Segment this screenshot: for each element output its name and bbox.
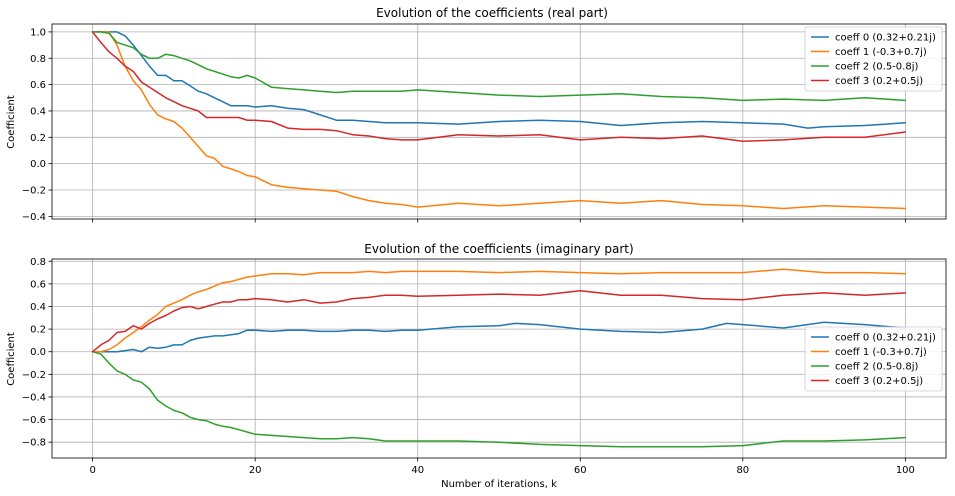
imag-x-tick-label: 60 — [574, 465, 587, 476]
imag-y-tick-label: −0.4 — [22, 392, 46, 403]
imag-legend-label-3: coeff 3 (0.2+0.5j) — [835, 376, 923, 387]
real-legend-label-1: coeff 1 (-0.3+0.7j) — [835, 47, 927, 58]
real-legend-box — [804, 26, 943, 92]
real-legend-label-3: coeff 3 (0.2+0.5j) — [835, 76, 923, 87]
real-axes-frame — [51, 23, 947, 220]
imag-x-tick-label: 80 — [736, 465, 749, 476]
real-y-tick-label: 0.6 — [30, 80, 46, 91]
real-y-tick-label: 0.8 — [30, 54, 46, 65]
real-legend-label-0: coeff 0 (0.32+0.21j) — [835, 33, 936, 44]
imaginary-part-ylabel: Coefficient — [6, 332, 17, 386]
imag-y-tick-label: 0.0 — [30, 347, 46, 358]
imag-x-tick-label: 100 — [896, 465, 915, 476]
real-legend-label-2: coeff 2 (0.5-0.8j) — [835, 62, 918, 73]
imag-y-tick-label: 0.4 — [30, 302, 46, 313]
real-y-tick-label: 0.0 — [30, 159, 46, 170]
real-y-tick-label: 0.2 — [30, 133, 46, 144]
x-axis-label: Number of iterations, k — [441, 479, 557, 490]
imag-legend-label-1: coeff 1 (-0.3+0.7j) — [835, 347, 927, 358]
imag-y-tick-label: −0.2 — [22, 370, 46, 381]
imag-x-tick-label: 40 — [411, 465, 424, 476]
imag-series-line-coeff-3 — [91, 289, 907, 353]
real-series-line-coeff-2 — [91, 31, 907, 102]
imag-series-line-coeff-0 — [91, 321, 907, 353]
real-part-ylabel: Coefficient — [6, 95, 17, 149]
imag-series-line-coeff-2 — [91, 350, 907, 448]
imag-y-tick-label: −0.8 — [22, 438, 46, 449]
real-part-title: Evolution of the coefficients (real part… — [376, 6, 608, 20]
imag-legend-label-0: coeff 0 (0.32+0.21j) — [835, 333, 936, 344]
real-series-line-coeff-1 — [91, 31, 907, 210]
real-part-axes: Evolution of the coefficients (real part… — [6, 6, 947, 223]
imag-grid — [52, 259, 946, 458]
imag-x-tick-label: 0 — [89, 465, 95, 476]
real-y-tick-label: 0.4 — [30, 106, 46, 117]
real-series-line-coeff-3 — [91, 31, 907, 143]
imag-x-tick-label: 20 — [249, 465, 262, 476]
real-y-tick-label: −0.4 — [22, 212, 46, 223]
real-series-line-coeff-0 — [91, 31, 907, 129]
imag-legend: coeff 0 (0.32+0.21j) coeff 1 (-0.3+0.7j) c… — [804, 326, 943, 392]
imag-y-tick-label: −0.6 — [22, 415, 46, 426]
imag-legend-label-2: coeff 2 (0.5-0.8j) — [835, 362, 918, 373]
real-y-tick-label: −0.2 — [22, 186, 46, 197]
imag-y-tick-label: 0.6 — [30, 279, 46, 290]
imag-axes-frame — [51, 258, 947, 459]
imag-y-tick-label: 0.2 — [30, 325, 46, 336]
imaginary-part-axes: Evolution of the coefficients (imaginary… — [6, 242, 947, 490]
real-legend: coeff 0 (0.32+0.21j) coeff 1 (-0.3+0.7j) c… — [804, 26, 943, 92]
imag-legend-box — [804, 326, 943, 392]
real-y-tick-label: 1.0 — [30, 27, 46, 38]
imag-y-tick-label: 0.8 — [30, 257, 46, 268]
imaginary-part-title: Evolution of the coefficients (imaginary… — [364, 242, 633, 256]
imag-series-line-coeff-1 — [91, 268, 907, 353]
